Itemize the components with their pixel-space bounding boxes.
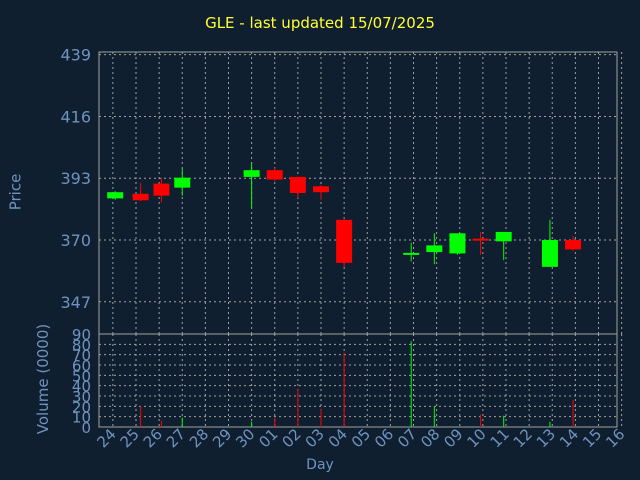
- candle-body: [153, 183, 170, 196]
- price-panel-frame: [98, 51, 618, 335]
- volume-tick-label: 60: [72, 357, 91, 375]
- price-tick-label: 416: [60, 107, 91, 126]
- price-tick-label: 439: [60, 46, 91, 65]
- candle-body: [472, 238, 489, 241]
- volume-tick-label: 20: [72, 398, 91, 416]
- candle-body: [449, 233, 466, 254]
- chart-title: GLE - last updated 15/07/2025: [205, 14, 435, 32]
- candle-body: [495, 231, 512, 242]
- candle-body: [132, 193, 149, 201]
- candle-body: [243, 170, 260, 177]
- volume-tick-label: 50: [72, 367, 91, 385]
- x-tick-label: 16: [602, 425, 628, 451]
- candle-body: [403, 252, 420, 255]
- volume-tick-label: 30: [72, 388, 91, 406]
- price-tick-label: 370: [60, 231, 91, 250]
- volume-tick-label: 70: [72, 347, 91, 365]
- x-axis-label: Day: [306, 457, 334, 473]
- price-tick-label: 393: [60, 169, 91, 188]
- volume-tick-label: 90: [72, 326, 91, 344]
- candle-body: [266, 170, 283, 180]
- volume-tick-label: 0: [81, 419, 91, 437]
- candle-body: [289, 176, 306, 193]
- volume-tick-label: 40: [72, 378, 91, 396]
- candle-body: [107, 192, 124, 199]
- volume-tick-label: 80: [72, 336, 91, 354]
- candle-body: [174, 177, 191, 188]
- volume-panel-frame: [98, 333, 618, 428]
- candle-body: [336, 219, 353, 263]
- candle-body: [565, 240, 582, 250]
- volume-tick-label: 10: [72, 409, 91, 427]
- price-tick-label: 347: [60, 293, 91, 312]
- candle-body: [426, 245, 443, 253]
- candle-body: [541, 240, 558, 267]
- candle-body: [313, 186, 329, 193]
